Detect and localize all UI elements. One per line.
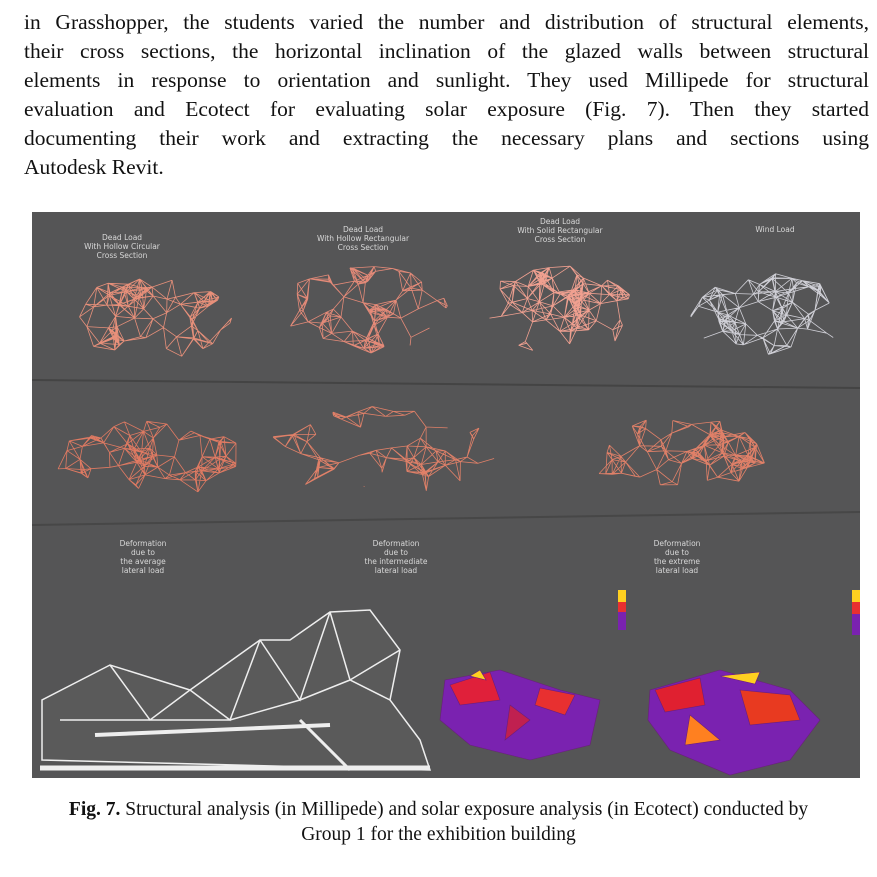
mesh	[79, 278, 232, 357]
figure-label: With Hollow Circular	[84, 242, 161, 251]
figure-label: Dead Load	[343, 225, 383, 234]
ground-line	[31, 511, 861, 526]
mesh	[690, 273, 834, 355]
figure-label: the average	[120, 557, 166, 566]
figure-label: Deformation	[373, 539, 420, 548]
figure-label: due to	[384, 548, 408, 557]
ground-line	[31, 379, 861, 389]
solar-analysis	[439, 669, 821, 776]
caption-line: Group 1 for the exhibition building	[301, 824, 576, 845]
figure-label: the extreme	[654, 557, 700, 566]
figure-label: Dead Load	[540, 217, 580, 226]
figure-label: lateral load	[122, 566, 165, 575]
mesh	[57, 420, 237, 493]
figure-label: Deformation	[654, 539, 701, 548]
paragraph-line: Autodesk Revit.	[24, 155, 164, 179]
paragraph-line: their cross sections, the horizontal inc…	[24, 39, 869, 63]
color-legend	[618, 590, 860, 635]
figure-label: Dead Load	[102, 233, 142, 242]
section-drawing	[40, 609, 432, 772]
figure-label: Cross Section	[338, 243, 389, 252]
figure-label: due to	[665, 548, 689, 557]
caption-line: Fig. 7. Structural analysis (in Milliped…	[0, 797, 877, 822]
figure-label: Cross Section	[535, 235, 586, 244]
caption-label: Fig. 7.	[68, 799, 121, 820]
figure-label: Wind Load	[755, 225, 794, 234]
figure-label: due to	[131, 548, 155, 557]
figure-label: Deformation	[120, 539, 167, 548]
mesh	[598, 419, 765, 486]
figure-label: the intermediate	[365, 557, 428, 566]
mesh	[290, 266, 448, 354]
mesh	[489, 265, 630, 351]
paragraph-line: evaluation and Ecotect for evaluating so…	[24, 97, 869, 121]
paragraph-line: elements in response to orientation and …	[24, 68, 869, 92]
figure-label: lateral load	[375, 566, 418, 575]
paragraph-line: documenting their work and extracting th…	[24, 126, 869, 150]
figure-label: With Solid Rectangular	[517, 226, 603, 235]
figure-label: Cross Section	[97, 251, 148, 260]
paragraph-line: in Grasshopper, the students varied the …	[24, 10, 869, 34]
meshes	[57, 265, 834, 493]
caption-text: Structural analysis (in Millipede) and s…	[125, 799, 809, 820]
mesh	[272, 406, 495, 491]
figure-label: With Hollow Rectangular	[317, 234, 410, 243]
figure-label: lateral load	[656, 566, 699, 575]
